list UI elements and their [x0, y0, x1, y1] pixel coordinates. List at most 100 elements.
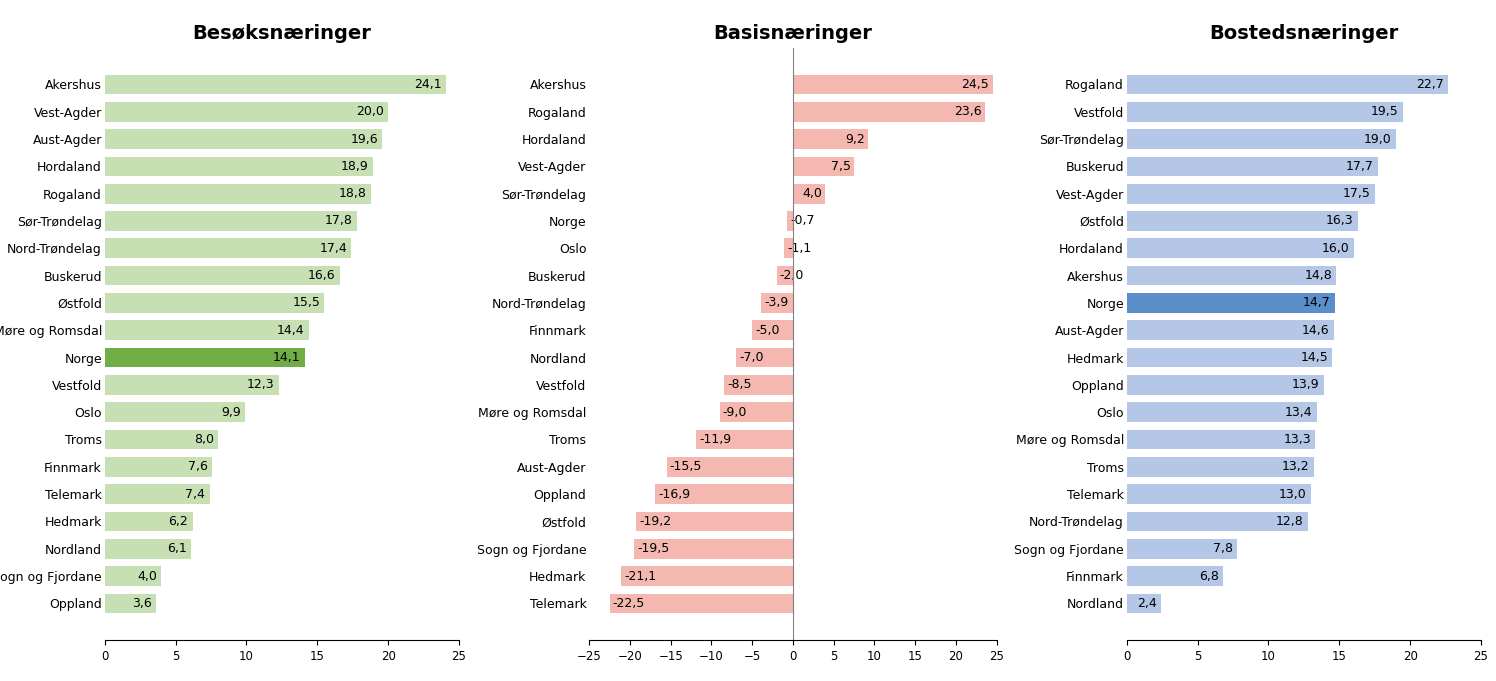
- Text: 17,5: 17,5: [1342, 187, 1370, 200]
- Bar: [105, 539, 191, 558]
- Title: Bostedsnæringer: Bostedsnæringer: [1209, 25, 1399, 44]
- Text: 12,3: 12,3: [247, 379, 275, 392]
- Text: 19,6: 19,6: [350, 133, 378, 146]
- Bar: [720, 402, 793, 422]
- Text: 12,8: 12,8: [1276, 515, 1305, 528]
- Text: -19,5: -19,5: [637, 542, 670, 555]
- Bar: [793, 157, 854, 176]
- Bar: [1126, 75, 1448, 94]
- Bar: [105, 484, 209, 504]
- Text: 13,3: 13,3: [1284, 433, 1310, 446]
- Text: -19,2: -19,2: [640, 515, 672, 528]
- Bar: [1126, 157, 1378, 176]
- Text: 16,0: 16,0: [1321, 242, 1349, 255]
- Bar: [1126, 484, 1310, 504]
- Bar: [105, 266, 340, 285]
- Bar: [105, 184, 371, 204]
- Text: 19,0: 19,0: [1364, 133, 1391, 146]
- Text: 14,8: 14,8: [1305, 269, 1333, 282]
- Bar: [105, 375, 280, 395]
- Bar: [752, 321, 793, 340]
- Text: -5,0: -5,0: [755, 323, 779, 336]
- Text: -11,9: -11,9: [699, 433, 732, 446]
- Text: 6,8: 6,8: [1198, 569, 1219, 582]
- Text: 14,4: 14,4: [277, 323, 305, 336]
- Text: 18,9: 18,9: [341, 160, 368, 173]
- Text: 18,8: 18,8: [340, 187, 367, 200]
- Bar: [105, 129, 383, 149]
- Text: 3,6: 3,6: [132, 597, 151, 610]
- Text: 2,4: 2,4: [1137, 597, 1156, 610]
- Text: 20,0: 20,0: [356, 106, 384, 118]
- Text: -16,9: -16,9: [658, 488, 691, 501]
- Text: 14,5: 14,5: [1300, 351, 1328, 364]
- Bar: [1126, 594, 1161, 613]
- Text: -7,0: -7,0: [739, 351, 763, 364]
- Bar: [655, 484, 793, 504]
- Text: -3,9: -3,9: [764, 296, 788, 309]
- Text: 19,5: 19,5: [1372, 106, 1399, 118]
- Bar: [1126, 539, 1237, 558]
- Text: 24,5: 24,5: [962, 78, 989, 91]
- Bar: [793, 129, 868, 149]
- Text: 17,8: 17,8: [325, 215, 353, 227]
- Text: 14,7: 14,7: [1303, 296, 1331, 309]
- Text: 14,6: 14,6: [1302, 323, 1330, 336]
- Text: 7,8: 7,8: [1213, 542, 1233, 555]
- Text: 7,5: 7,5: [830, 160, 851, 173]
- Text: 13,9: 13,9: [1293, 379, 1319, 392]
- Bar: [1126, 184, 1375, 204]
- Title: Basisnæringer: Basisnæringer: [714, 25, 872, 44]
- Bar: [621, 566, 793, 586]
- Bar: [636, 511, 793, 531]
- Text: -15,5: -15,5: [670, 460, 702, 473]
- Text: 17,7: 17,7: [1345, 160, 1373, 173]
- Text: 24,1: 24,1: [414, 78, 441, 91]
- Title: Besøksnæringer: Besøksnæringer: [193, 25, 371, 44]
- Text: 7,6: 7,6: [188, 460, 208, 473]
- Bar: [1126, 430, 1315, 449]
- Bar: [1126, 348, 1333, 367]
- Text: 8,0: 8,0: [194, 433, 214, 446]
- Bar: [105, 157, 373, 176]
- Bar: [761, 293, 793, 313]
- Bar: [1126, 457, 1313, 477]
- Text: -8,5: -8,5: [727, 379, 751, 392]
- Text: 9,2: 9,2: [845, 133, 865, 146]
- Text: -22,5: -22,5: [613, 597, 645, 610]
- Bar: [787, 211, 793, 231]
- Text: 13,0: 13,0: [1279, 488, 1306, 501]
- Text: 4,0: 4,0: [802, 187, 823, 200]
- Text: 17,4: 17,4: [319, 242, 347, 255]
- Bar: [793, 75, 992, 94]
- Text: -1,1: -1,1: [787, 242, 811, 255]
- Text: 7,4: 7,4: [186, 488, 205, 501]
- Text: 6,1: 6,1: [168, 542, 187, 555]
- Text: 6,2: 6,2: [169, 515, 188, 528]
- Bar: [1126, 375, 1324, 395]
- Text: 13,2: 13,2: [1282, 460, 1309, 473]
- Bar: [776, 266, 793, 285]
- Bar: [1126, 566, 1224, 586]
- Text: 23,6: 23,6: [954, 106, 981, 118]
- Bar: [105, 75, 446, 94]
- Bar: [784, 238, 793, 258]
- Bar: [105, 211, 358, 231]
- Bar: [1126, 293, 1334, 313]
- Bar: [667, 457, 793, 477]
- Bar: [1126, 266, 1336, 285]
- Bar: [105, 566, 162, 586]
- Bar: [1126, 102, 1403, 122]
- Text: -0,7: -0,7: [790, 215, 815, 227]
- Bar: [105, 348, 305, 367]
- Text: 9,9: 9,9: [221, 406, 241, 419]
- Bar: [105, 321, 308, 340]
- Bar: [105, 430, 218, 449]
- Text: -9,0: -9,0: [723, 406, 747, 419]
- Bar: [793, 184, 826, 204]
- Text: 16,3: 16,3: [1325, 215, 1354, 227]
- Text: -2,0: -2,0: [779, 269, 805, 282]
- Text: 16,6: 16,6: [308, 269, 335, 282]
- Bar: [1126, 402, 1316, 422]
- Text: 4,0: 4,0: [138, 569, 157, 582]
